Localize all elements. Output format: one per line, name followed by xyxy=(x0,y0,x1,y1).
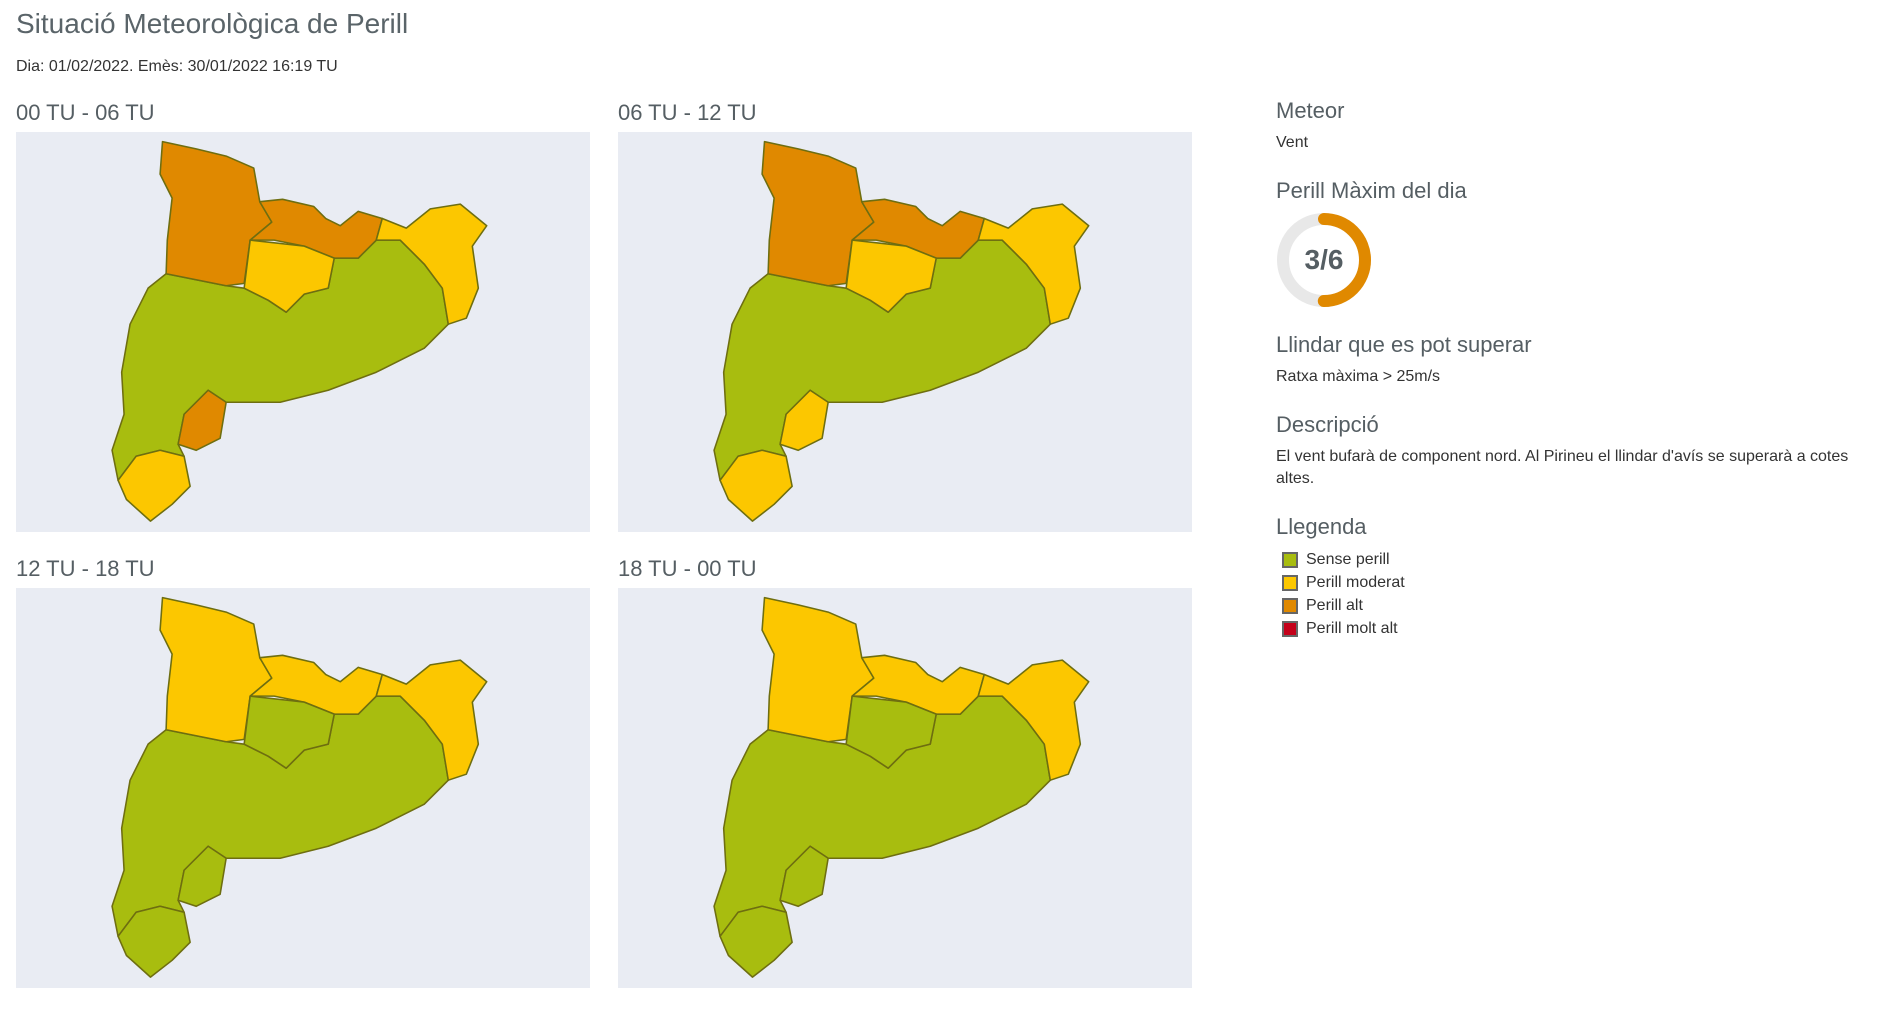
map-zone-sw[interactable] xyxy=(779,389,829,452)
issue-date: Dia: 01/02/2022. Emès: 30/01/2022 16:19 … xyxy=(16,58,338,75)
map-zone-ne[interactable] xyxy=(375,659,488,781)
legend-swatch xyxy=(1282,597,1298,614)
legend-heading: Llegenda xyxy=(1276,514,1367,539)
warning-map[interactable] xyxy=(618,588,1192,988)
map-panel-3: 18 TU - 00 TU xyxy=(618,556,1192,988)
map-zone-s[interactable] xyxy=(719,449,793,522)
legend-label: Sense perill xyxy=(1306,550,1390,568)
description-heading: Descripció xyxy=(1276,412,1379,437)
warning-map[interactable] xyxy=(16,132,590,532)
map-panel-0: 00 TU - 06 TU xyxy=(16,100,590,532)
legend-swatch xyxy=(1282,574,1298,591)
legend-label: Perill moderat xyxy=(1306,573,1405,591)
meteor-heading: Meteor xyxy=(1276,98,1345,123)
map-period-label: 06 TU - 12 TU xyxy=(618,100,757,125)
threshold-heading: Llindar que es pot superar xyxy=(1276,332,1532,357)
map-zone-ne[interactable] xyxy=(977,659,1090,781)
info-panel: Meteor Vent Perill Màxim del dia 3/6 Lli… xyxy=(1276,98,1876,640)
legend-item: Perill molt alt xyxy=(1276,617,1876,640)
warning-map[interactable] xyxy=(618,132,1192,532)
legend-item: Sense perill xyxy=(1276,548,1876,571)
map-zone-c[interactable] xyxy=(243,695,336,769)
max-danger-value: 3/6 xyxy=(1304,244,1344,275)
legend-swatch xyxy=(1282,551,1298,568)
map-period-label: 12 TU - 18 TU xyxy=(16,556,155,581)
map-zone-c[interactable] xyxy=(243,239,336,313)
map-panel-2: 12 TU - 18 TU xyxy=(16,556,590,988)
legend: Sense perill Perill moderat Perill alt P… xyxy=(1276,548,1876,640)
map-zone-s[interactable] xyxy=(117,449,191,522)
map-zone-ne[interactable] xyxy=(977,203,1090,325)
legend-swatch xyxy=(1282,620,1298,637)
meteor-value: Vent xyxy=(1276,134,1309,151)
warning-map[interactable] xyxy=(16,588,590,988)
map-zone-ne[interactable] xyxy=(375,203,488,325)
map-zone-c[interactable] xyxy=(845,695,938,769)
map-zone-sw[interactable] xyxy=(779,845,829,908)
legend-label: Perill alt xyxy=(1306,596,1363,614)
map-panel-1: 06 TU - 12 TU xyxy=(618,100,1192,532)
threshold-value: Ratxa màxima > 25m/s xyxy=(1276,368,1441,385)
page-title: Situació Meteorològica de Perill xyxy=(16,8,409,39)
legend-item: Perill moderat xyxy=(1276,571,1876,594)
map-zone-s[interactable] xyxy=(117,905,191,978)
legend-label: Perill molt alt xyxy=(1306,619,1398,637)
max-danger-heading: Perill Màxim del dia xyxy=(1276,178,1467,203)
map-zone-s[interactable] xyxy=(719,905,793,978)
map-zone-c[interactable] xyxy=(845,239,938,313)
map-period-label: 18 TU - 00 TU xyxy=(618,556,757,581)
map-period-label: 00 TU - 06 TU xyxy=(16,100,155,125)
map-zone-sw[interactable] xyxy=(177,389,227,452)
legend-item: Perill alt xyxy=(1276,594,1876,617)
description-text: El vent bufarà de component nord. Al Pir… xyxy=(1276,448,1849,487)
max-danger-gauge: 3/6 xyxy=(1276,212,1372,308)
map-zone-sw[interactable] xyxy=(177,845,227,908)
gauge-fill xyxy=(1277,213,1371,307)
